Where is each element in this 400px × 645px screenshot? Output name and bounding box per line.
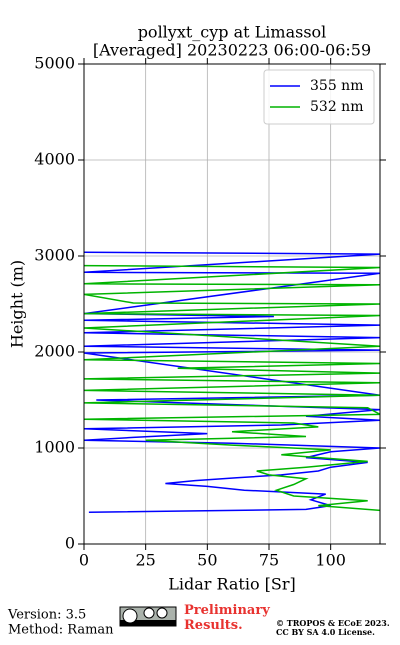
profile-line (84, 251, 380, 514)
x-tick-label: 75 (259, 551, 279, 570)
x-tick-label: 0 (79, 551, 89, 570)
status: Preliminary Results. (184, 603, 270, 633)
plot-area (84, 251, 380, 514)
chart-title: pollyxt_cyp at Limassol (138, 23, 327, 42)
license: CC BY SA 4.0 License. (276, 627, 375, 637)
legend-box (263, 69, 375, 125)
y-tick-label: 1000 (34, 438, 75, 457)
y-axis-label: Height (m) (8, 260, 27, 348)
y-tick-label: 5000 (34, 54, 75, 73)
cc-icon (119, 606, 177, 627)
legend-label: 532 nm (310, 99, 363, 115)
x-tick-label: 50 (197, 551, 217, 570)
y-tick-label: 3000 (34, 246, 75, 265)
x-tick-label: 25 (135, 551, 155, 570)
version: Version: 3.5 (7, 608, 86, 623)
profile-line (84, 264, 380, 512)
copyright: © TROPOS & ECoE 2023. (276, 618, 390, 628)
y-tick-label: 2000 (34, 342, 75, 361)
method: Method: Raman (8, 623, 114, 638)
y-tick-label: 4000 (34, 150, 75, 169)
plot-frame (83, 63, 381, 545)
chart-subtitle: [Averaged] 20230223 06:00-06:59 (93, 41, 371, 60)
x-axis-label: Lidar Ratio [Sr] (168, 575, 296, 594)
legend-label: 355 nm (310, 78, 363, 94)
y-tick-label: 0 (65, 534, 75, 553)
x-tick-label: 100 (315, 551, 346, 570)
